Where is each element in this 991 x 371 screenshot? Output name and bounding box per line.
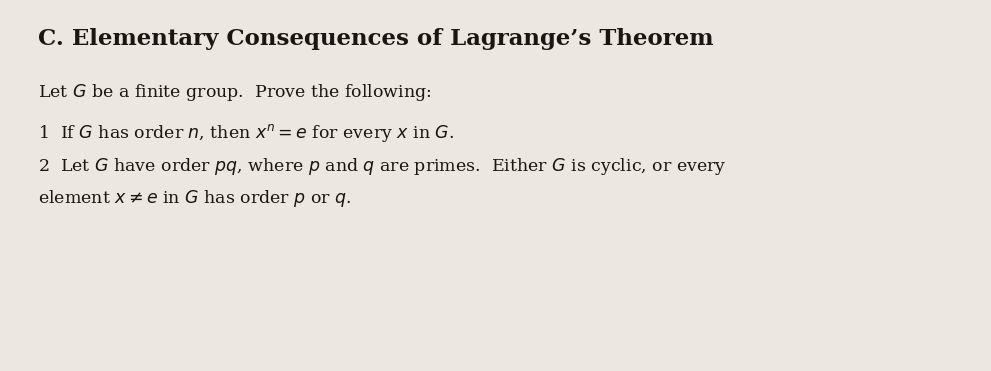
Text: 2  Let $G$ have order $pq$, where $p$ and $q$ are primes.  Either $G$ is cyclic,: 2 Let $G$ have order $pq$, where $p$ and… [38, 156, 726, 177]
Text: Let $G$ be a finite group.  Prove the following:: Let $G$ be a finite group. Prove the fol… [38, 82, 432, 103]
Text: C. Elementary Consequences of Lagrange’s Theorem: C. Elementary Consequences of Lagrange’s… [38, 28, 714, 50]
Text: 1  If $G$ has order $n$, then $x^{n} = e$ for every $x$ in $G$.: 1 If $G$ has order $n$, then $x^{n} = e$… [38, 122, 454, 144]
Text: element $x \neq e$ in $G$ has order $p$ or $q$.: element $x \neq e$ in $G$ has order $p$ … [38, 188, 352, 209]
